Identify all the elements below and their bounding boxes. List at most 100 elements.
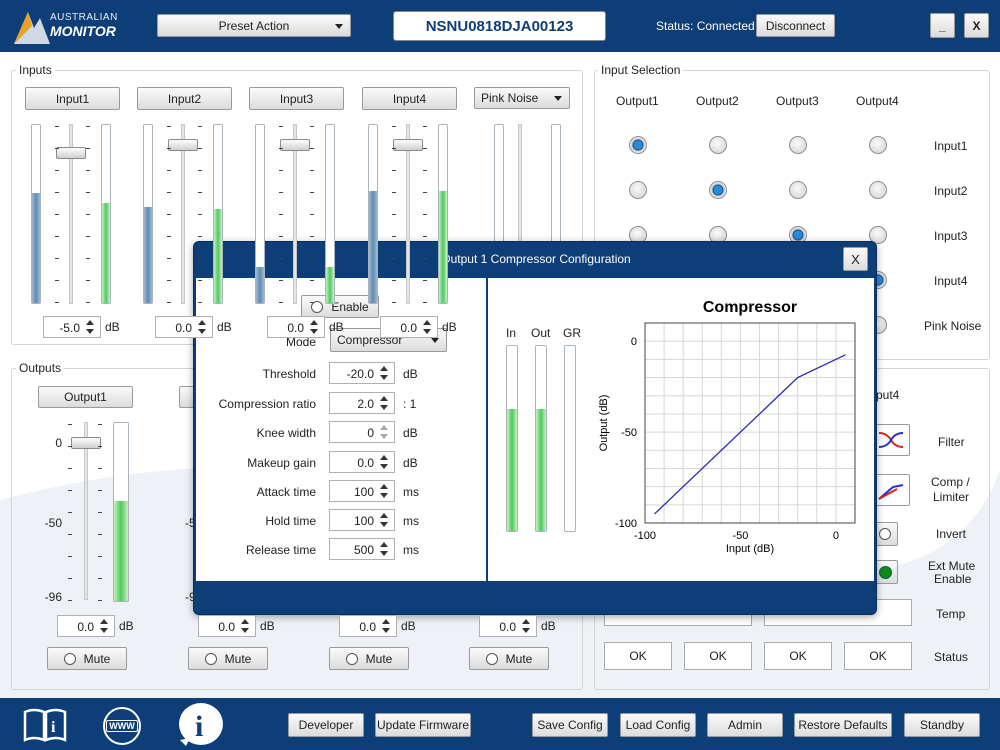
route-radio-in2-out1[interactable] xyxy=(629,181,647,199)
field-spinner-7[interactable]: 500 xyxy=(329,538,395,560)
website-globe-icon[interactable]: WWW xyxy=(103,707,141,745)
standby-button[interactable]: Standby xyxy=(904,713,980,737)
spin-down-icon[interactable] xyxy=(380,522,388,527)
input4-gain-spinner[interactable]: 0.0 xyxy=(380,316,438,338)
input3-button[interactable]: Input3 xyxy=(249,87,344,110)
pink-noise-select[interactable]: Pink Noise xyxy=(474,87,570,109)
spin-down-icon[interactable] xyxy=(380,551,388,556)
mute-radio-icon xyxy=(63,652,76,665)
output1-mute-button[interactable]: Mute xyxy=(47,647,127,670)
output2-gain-spinner[interactable]: 0.0 xyxy=(198,615,256,637)
field-spinner-2[interactable]: 2.0 xyxy=(329,392,395,414)
input3-gain-spinner[interactable]: 0.0 xyxy=(267,316,325,338)
spin-down-icon[interactable] xyxy=(423,329,431,334)
output1-gain-slider[interactable] xyxy=(71,422,101,600)
route-radio-in1-out3[interactable] xyxy=(789,136,807,154)
output2-mute-button[interactable]: Mute xyxy=(188,647,268,670)
input1-button[interactable]: Input1 xyxy=(25,87,120,110)
spin-down-icon[interactable] xyxy=(100,628,108,633)
info-bubble-icon[interactable]: i xyxy=(176,700,226,748)
route-radio-in1-out4[interactable] xyxy=(869,136,887,154)
spin-down-icon[interactable] xyxy=(86,329,94,334)
admin-button[interactable]: Admin xyxy=(707,713,783,737)
spin-down-icon[interactable] xyxy=(310,329,318,334)
route-radio-in2-out4[interactable] xyxy=(869,181,887,199)
route-radio-in1-out1[interactable] xyxy=(629,136,647,154)
route-radio-in2-out3[interactable] xyxy=(789,181,807,199)
spin-down-icon[interactable] xyxy=(241,628,249,633)
spin-up-icon[interactable] xyxy=(198,320,206,325)
comp-limiter-button[interactable] xyxy=(872,474,910,506)
spin-down-icon[interactable] xyxy=(380,405,388,410)
close-button[interactable]: X xyxy=(964,13,989,38)
input4-gain-slider[interactable] xyxy=(393,124,423,304)
spin-down-icon[interactable] xyxy=(522,628,530,633)
field-spinner-1[interactable]: -20.0 xyxy=(329,362,395,384)
disconnect-button[interactable]: Disconnect xyxy=(756,14,835,37)
field-spinner-4[interactable]: 0.0 xyxy=(329,451,395,473)
spin-down-icon[interactable] xyxy=(380,375,388,380)
input2-gain-spinner[interactable]: 0.0 xyxy=(155,316,213,338)
spin-up-icon[interactable] xyxy=(522,619,530,624)
input2-tick xyxy=(198,302,202,303)
filter-button[interactable] xyxy=(872,424,910,456)
save-config-button[interactable]: Save Config xyxy=(532,713,608,737)
field-spinner-6[interactable]: 100 xyxy=(329,509,395,531)
spin-down-icon[interactable] xyxy=(382,628,390,633)
spin-up-icon[interactable] xyxy=(382,619,390,624)
input3-gain-thumb[interactable] xyxy=(280,139,310,151)
manual-book-icon[interactable]: i xyxy=(22,704,68,744)
route-radio-in1-out2[interactable] xyxy=(709,136,727,154)
output4-gain-spinner[interactable]: 0.0 xyxy=(479,615,537,637)
spin-up-icon[interactable] xyxy=(423,320,431,325)
output3-gain-spinner[interactable]: 0.0 xyxy=(339,615,397,637)
route-radio-in3-out4[interactable] xyxy=(869,226,887,244)
output1-gain-value: 0.0 xyxy=(77,620,94,634)
input2-gain-thumb[interactable] xyxy=(168,139,198,151)
route-radio-in2-out2[interactable] xyxy=(709,181,727,199)
developer-button[interactable]: Developer xyxy=(288,713,364,737)
spin-down-icon[interactable] xyxy=(380,464,388,469)
output1-gain-thumb[interactable] xyxy=(71,437,101,449)
spin-up-icon[interactable] xyxy=(380,513,388,518)
spin-up-icon[interactable] xyxy=(380,425,388,430)
spin-up-icon[interactable] xyxy=(380,366,388,371)
output1-gain-spinner[interactable]: 0.0 xyxy=(57,615,115,637)
output1-button[interactable]: Output1 xyxy=(38,386,133,408)
field-label-1: Threshold xyxy=(262,367,316,381)
update-firmware-button[interactable]: Update Firmware xyxy=(375,713,471,737)
spin-down-icon[interactable] xyxy=(380,493,388,498)
load-config-button[interactable]: Load Config xyxy=(620,713,696,737)
enable-toggle-button[interactable]: Enable xyxy=(301,295,379,318)
input3-gain-slider[interactable] xyxy=(280,124,310,304)
dialog-close-button[interactable]: X xyxy=(843,247,868,271)
spin-up-icon[interactable] xyxy=(380,484,388,489)
input3-tick xyxy=(279,214,283,215)
spin-up-icon[interactable] xyxy=(380,396,388,401)
spin-up-icon[interactable] xyxy=(86,320,94,325)
input2-button[interactable]: Input2 xyxy=(137,87,232,110)
minimize-button[interactable]: _ xyxy=(930,13,955,38)
field-spinner-5[interactable]: 100 xyxy=(329,480,395,502)
input2-tick xyxy=(198,192,202,193)
input1-gain-slider[interactable] xyxy=(56,124,86,304)
spin-up-icon[interactable] xyxy=(241,619,249,624)
status-ok-4: OK xyxy=(844,642,912,670)
spin-up-icon[interactable] xyxy=(310,320,318,325)
spin-down-icon[interactable] xyxy=(198,329,206,334)
preset-action-select[interactable]: Preset Action xyxy=(157,14,351,37)
output3-gain-value: 0.0 xyxy=(359,620,376,634)
output4-mute-button[interactable]: Mute xyxy=(469,647,549,670)
input4-button[interactable]: Input4 xyxy=(362,87,457,110)
input1-gain-spinner[interactable]: -5.0 xyxy=(43,316,101,338)
spin-down-icon[interactable] xyxy=(380,434,388,439)
spin-up-icon[interactable] xyxy=(380,455,388,460)
restore-defaults-button[interactable]: Restore Defaults xyxy=(794,713,892,737)
spin-up-icon[interactable] xyxy=(380,542,388,547)
input4-gain-thumb[interactable] xyxy=(393,139,423,151)
input1-gain-thumb[interactable] xyxy=(56,147,86,159)
output3-mute-button[interactable]: Mute xyxy=(329,647,409,670)
field-spinner-3[interactable]: 0 xyxy=(329,421,395,443)
spin-up-icon[interactable] xyxy=(100,619,108,624)
input2-gain-slider[interactable] xyxy=(168,124,198,304)
